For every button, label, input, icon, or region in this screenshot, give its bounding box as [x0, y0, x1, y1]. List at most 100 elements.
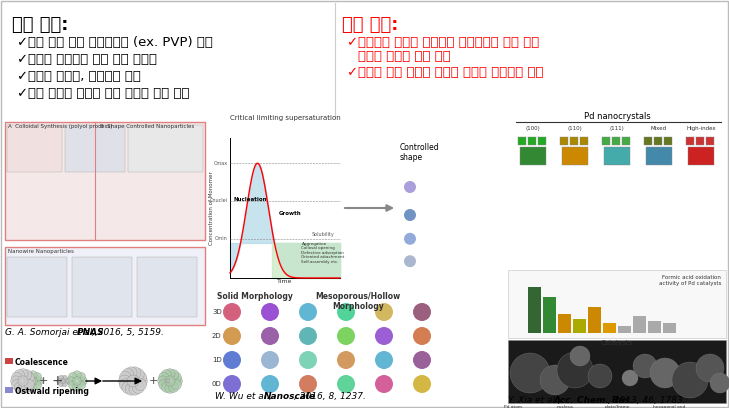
Circle shape [633, 354, 657, 378]
Text: ✓: ✓ [16, 53, 27, 66]
Bar [654, 137, 662, 145]
Text: Nanoscale: Nanoscale [264, 392, 316, 401]
Text: 기존 기술:: 기존 기술: [12, 16, 69, 34]
Text: Cmax: Cmax [214, 161, 228, 166]
Circle shape [622, 370, 638, 386]
Bar [560, 137, 568, 145]
Text: 조절된 비구형 입자 합성: 조절된 비구형 입자 합성 [358, 50, 451, 63]
Text: , 2016, 8, 1237.: , 2016, 8, 1237. [294, 392, 366, 401]
Bar [137, 257, 197, 317]
Bar [696, 137, 704, 145]
Bar [646, 147, 672, 165]
Bar [686, 137, 694, 145]
Circle shape [710, 373, 729, 393]
Circle shape [413, 303, 431, 321]
Circle shape [375, 375, 393, 393]
Circle shape [159, 372, 169, 383]
Circle shape [125, 367, 137, 379]
Circle shape [223, 351, 241, 369]
Circle shape [18, 376, 28, 386]
Text: ✓: ✓ [16, 70, 27, 83]
Bar [644, 137, 652, 145]
Text: Controlled
shape: Controlled shape [400, 143, 440, 162]
Bar [508, 340, 726, 403]
Text: +: + [39, 376, 47, 386]
Circle shape [132, 381, 144, 394]
Bar [618, 326, 631, 333]
Circle shape [15, 370, 25, 380]
Bar [663, 324, 676, 333]
Circle shape [171, 379, 182, 390]
Text: 가격이 비싸고, 재현성이 낮음: 가격이 비싸고, 재현성이 낮음 [28, 70, 141, 83]
Circle shape [404, 209, 416, 221]
Circle shape [127, 375, 139, 387]
Bar [72, 257, 132, 317]
Circle shape [223, 303, 241, 321]
Circle shape [28, 371, 37, 379]
Circle shape [21, 370, 31, 380]
Text: Critical limiting supersaturation: Critical limiting supersaturation [230, 115, 340, 121]
Text: Concentration of Monomer: Concentration of Monomer [209, 171, 214, 245]
Text: Nanowire Nanoparticles: Nanowire Nanoparticles [8, 249, 74, 254]
Circle shape [15, 382, 25, 392]
Circle shape [375, 303, 393, 321]
Text: Ostwald ripening: Ostwald ripening [15, 387, 89, 396]
Bar [664, 137, 672, 145]
Text: plate/frame: plate/frame [604, 405, 630, 408]
Text: Cnuclei: Cnuclei [210, 199, 228, 204]
Bar [603, 324, 616, 333]
Bar [612, 137, 620, 145]
Circle shape [696, 354, 724, 382]
Text: ✓: ✓ [346, 66, 357, 79]
Circle shape [299, 351, 317, 369]
Circle shape [69, 373, 77, 381]
Bar [570, 137, 578, 145]
Text: 열적으로 안정한 지지체에 계면활성제 없이 형상: 열적으로 안정한 지지체에 계면활성제 없이 형상 [358, 36, 539, 49]
Bar [633, 316, 646, 333]
Circle shape [161, 370, 171, 380]
Circle shape [337, 303, 355, 321]
Text: Pd nanocrystals: Pd nanocrystals [584, 112, 650, 121]
Circle shape [165, 383, 175, 393]
Circle shape [404, 255, 416, 267]
Text: 1D: 1D [212, 357, 222, 363]
Text: Formic acid oxidation
activity of Pd catalysts: Formic acid oxidation activity of Pd cat… [658, 275, 721, 286]
Circle shape [33, 373, 42, 381]
Circle shape [261, 303, 279, 321]
Bar [5, 122, 205, 240]
Circle shape [79, 377, 87, 385]
Circle shape [299, 303, 317, 321]
Circle shape [168, 382, 179, 392]
Text: W. Wu et al.,: W. Wu et al., [215, 392, 275, 401]
Circle shape [28, 377, 37, 385]
Circle shape [77, 373, 85, 381]
Text: High-index: High-index [686, 126, 716, 131]
Circle shape [261, 327, 279, 345]
Circle shape [172, 376, 182, 386]
Bar [5, 358, 13, 364]
Circle shape [161, 382, 171, 392]
Circle shape [62, 381, 67, 387]
Text: Aggregation
Collosal opening
Defective adsorption
Oriented attachment
Self-assem: Aggregation Collosal opening Defective a… [302, 242, 345, 264]
Text: (111): (111) [609, 126, 624, 131]
Circle shape [223, 375, 241, 393]
Bar [622, 137, 630, 145]
Text: 개발 기술:: 개발 기술: [342, 16, 398, 34]
Text: ✓: ✓ [16, 36, 27, 49]
Bar [7, 125, 62, 172]
Circle shape [557, 352, 593, 388]
Text: Coalescence: Coalescence [15, 358, 69, 367]
Bar [65, 125, 125, 172]
Circle shape [404, 181, 416, 193]
Circle shape [165, 376, 175, 386]
Text: +: + [51, 374, 63, 388]
Text: Mesoporous/Hollow
Morphology: Mesoporous/Hollow Morphology [316, 292, 400, 311]
Circle shape [588, 364, 612, 388]
Circle shape [135, 371, 147, 383]
Text: Pd atom: Pd atom [504, 405, 522, 408]
Circle shape [33, 381, 42, 390]
Text: Solid Morphology: Solid Morphology [217, 292, 293, 301]
Text: ✓: ✓ [346, 36, 357, 49]
Text: 자동화 합성 시스템 적용이 가능한 방식으로 개발: 자동화 합성 시스템 적용이 가능한 방식으로 개발 [358, 66, 544, 79]
Circle shape [120, 371, 131, 383]
